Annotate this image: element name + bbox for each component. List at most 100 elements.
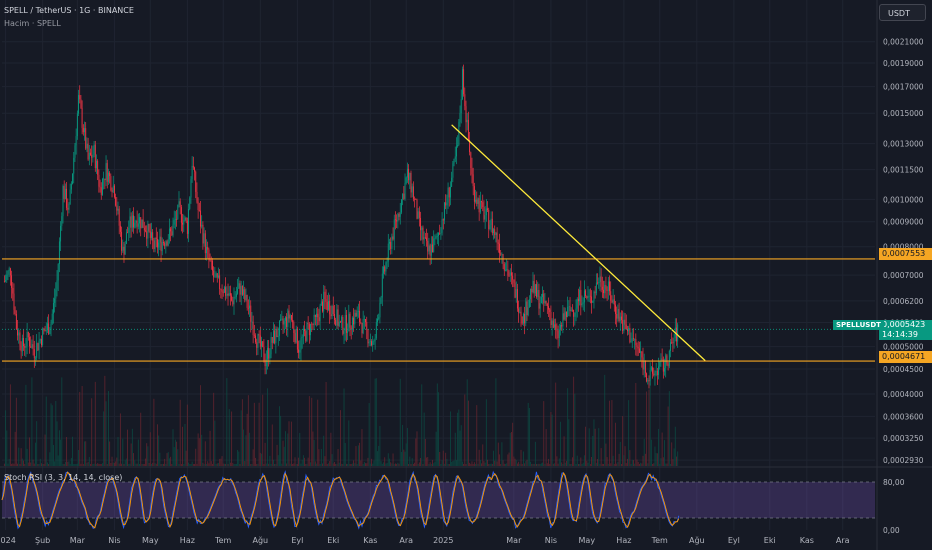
volume-bar: [314, 461, 316, 466]
volume-bar: [389, 458, 390, 466]
candle-body: [646, 373, 648, 382]
volume-bar: [227, 463, 229, 466]
volume-bar: [513, 456, 515, 466]
candle-body: [441, 219, 443, 233]
volume-bar: [221, 456, 223, 466]
currency-button[interactable]: USDT: [879, 4, 926, 21]
candle-body: [363, 318, 365, 320]
candle-body: [257, 334, 259, 348]
volume-bar: [270, 463, 272, 466]
candle-body: [662, 359, 664, 372]
candle-body: [96, 160, 97, 169]
candle-body: [189, 197, 191, 209]
volume-bar: [371, 458, 372, 466]
candle-body: [506, 269, 508, 270]
candle-body: [298, 349, 300, 353]
volume-bar: [397, 462, 399, 466]
candle-body: [274, 330, 276, 344]
volume-bar: [265, 463, 267, 466]
candle-body: [387, 243, 389, 262]
candle-body: [41, 339, 42, 346]
volume-bar: [141, 463, 143, 466]
candle-body: [360, 322, 362, 324]
volume-bar: [580, 457, 582, 466]
candle-body: [628, 327, 630, 332]
volume-bar: [99, 463, 101, 466]
volume-bar: [656, 453, 658, 466]
volume-bar: [24, 463, 26, 466]
candle-body: [467, 119, 469, 140]
volume-bar: [378, 445, 380, 466]
volume-bar: [343, 388, 345, 466]
volume-bar: [479, 460, 481, 466]
volume-bar: [644, 453, 646, 466]
volume-bar: [278, 406, 280, 466]
candle-body: [548, 306, 549, 310]
price-axis: 0,0021000 0,0019000 0,0017000 0,0015000 0,00…: [883, 38, 924, 465]
volume-bar: [100, 464, 102, 466]
volume-bar: [229, 462, 231, 466]
candle-body: [176, 218, 178, 220]
volume-bar: [631, 459, 633, 466]
volume-bar: [27, 462, 29, 466]
volume-bar: [153, 398, 155, 466]
volume-bar: [673, 448, 675, 466]
price-tick-label: 0,0013000: [883, 140, 924, 149]
candle-body: [137, 223, 139, 227]
volume-bar: [551, 414, 553, 466]
volume-bar: [571, 457, 573, 466]
volume-bar: [658, 428, 659, 466]
volume-bar: [134, 460, 136, 466]
time-tick-label: Nis: [108, 536, 120, 545]
candle-body: [336, 309, 338, 326]
candle-body: [103, 178, 105, 180]
candle-body: [81, 107, 83, 128]
price-tick-label: 0,0006200: [883, 297, 924, 306]
candle-body: [357, 310, 359, 312]
volume-bar: [377, 451, 378, 466]
volume-bar: [421, 384, 423, 466]
candle-body: [213, 270, 215, 278]
candle-body: [42, 328, 44, 346]
volume-bar: [162, 463, 164, 466]
candle-body: [433, 238, 435, 253]
volume-bar: [317, 399, 319, 466]
candle-body: [87, 143, 89, 160]
candle-body: [228, 293, 230, 296]
candle-body: [171, 231, 173, 236]
volume-bar: [367, 457, 369, 466]
candle-body: [495, 232, 497, 236]
candle-body: [319, 305, 321, 322]
volume-bar: [165, 463, 167, 466]
candle-body: [610, 291, 612, 301]
volume-bar: [372, 463, 374, 466]
candle-body: [472, 174, 474, 187]
volume-bar: [379, 425, 381, 466]
candle-body: [649, 369, 651, 382]
candle-body: [567, 306, 569, 317]
volume-label: Hacim · SPELL: [4, 19, 61, 28]
candle-body: [207, 246, 209, 250]
volume-bar: [410, 463, 412, 466]
candle-body: [642, 357, 644, 370]
trendline[interactable]: [451, 124, 706, 362]
candle-body: [115, 197, 117, 206]
candle-body: [299, 350, 301, 353]
candle-body: [271, 337, 273, 343]
candle-body: [421, 227, 423, 231]
candle-body: [561, 324, 563, 327]
candle-body: [94, 144, 96, 169]
volume-bar: [228, 409, 230, 466]
candle-body: [75, 136, 77, 146]
candle-body: [82, 127, 84, 133]
candle-body: [60, 225, 62, 242]
volume-bar: [299, 432, 301, 466]
volume-bar: [597, 459, 599, 466]
volume-bar: [155, 463, 157, 466]
candle-body: [306, 323, 308, 341]
candle-body: [269, 354, 271, 359]
volume-bar: [281, 463, 283, 466]
volume-bar: [186, 404, 188, 466]
volume-bar: [652, 463, 654, 466]
